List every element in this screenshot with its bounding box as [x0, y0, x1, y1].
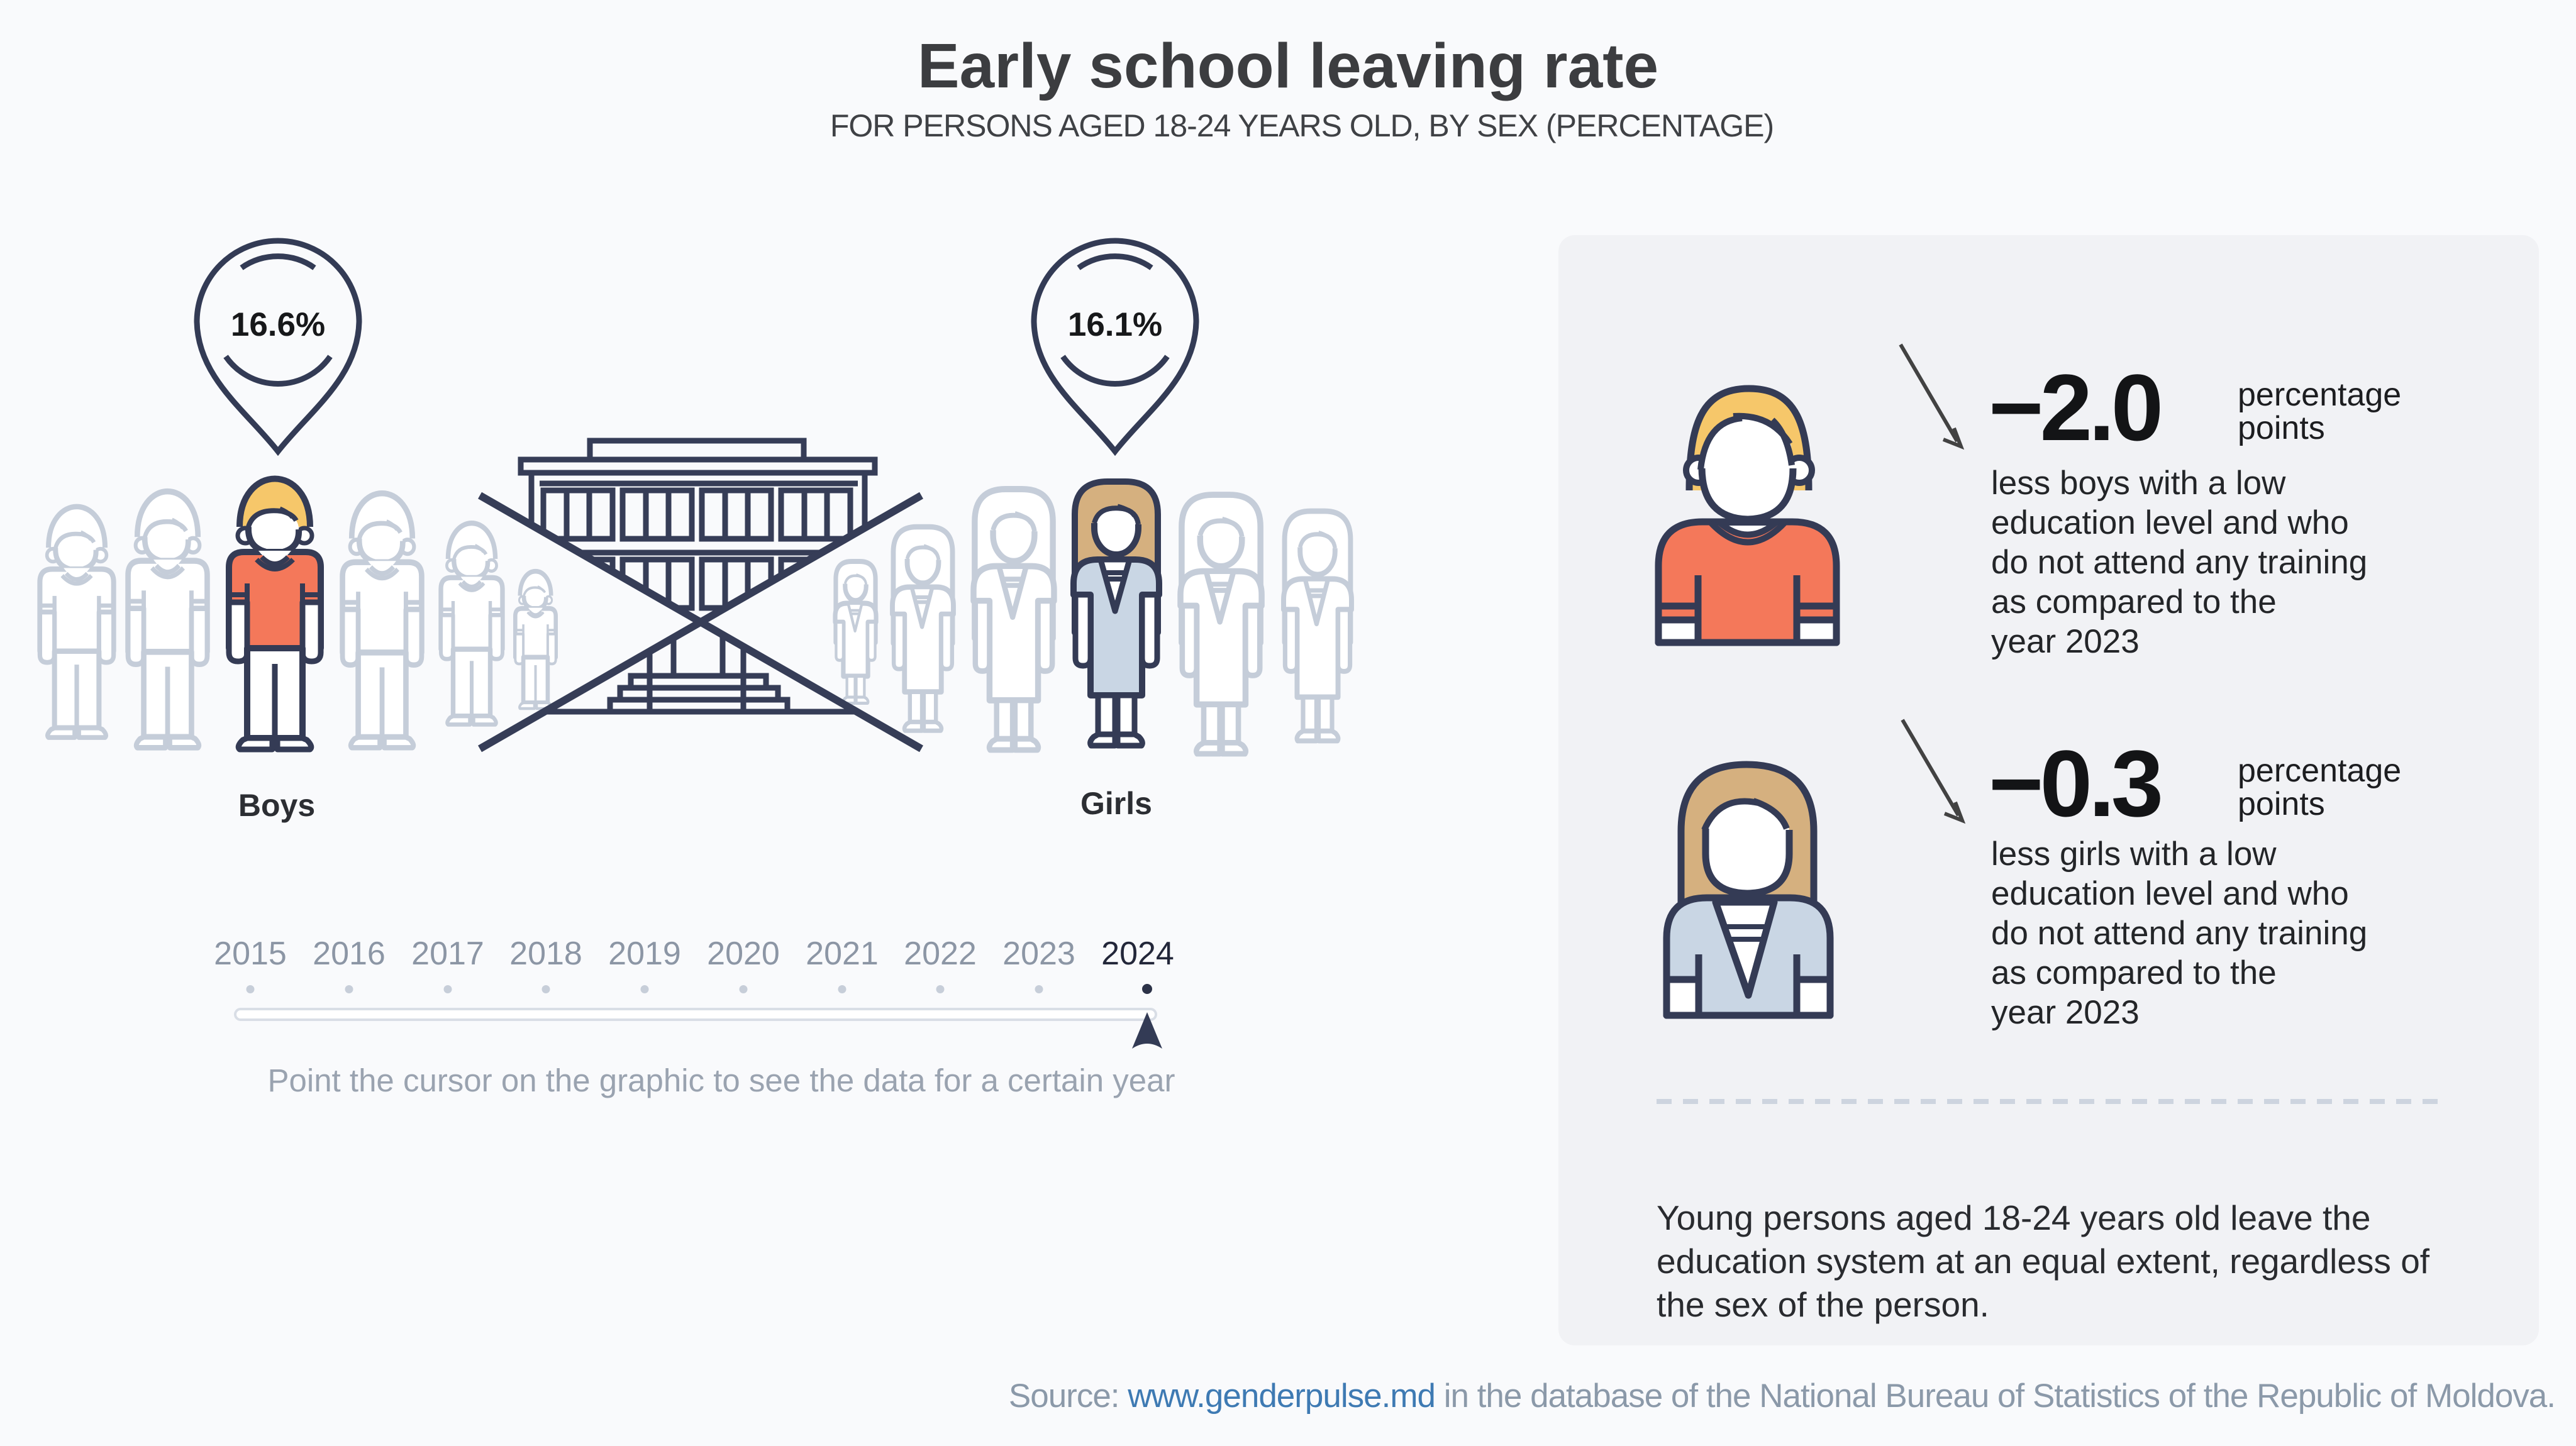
svg-text:Boys: Boys [238, 788, 315, 823]
svg-text:Girls: Girls [1080, 786, 1152, 821]
svg-text:16.1%: 16.1% [1068, 306, 1162, 343]
svg-text:16.6%: 16.6% [231, 306, 325, 343]
